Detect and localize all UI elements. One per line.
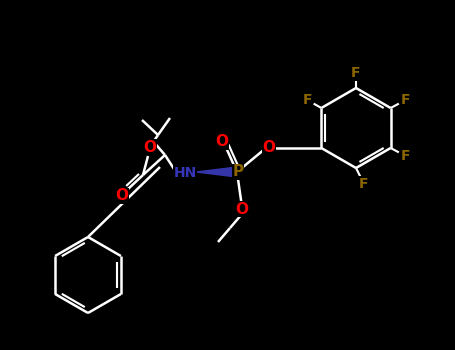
Text: O: O (143, 140, 157, 154)
Polygon shape (196, 167, 237, 177)
Text: F: F (351, 66, 361, 80)
Text: O: O (236, 202, 248, 217)
Text: F: F (401, 93, 410, 107)
Text: F: F (401, 149, 410, 163)
Text: O: O (216, 134, 228, 149)
Text: P: P (233, 164, 243, 180)
Text: O: O (263, 140, 275, 154)
Text: HN: HN (173, 166, 197, 180)
Text: F: F (303, 93, 312, 107)
Text: F: F (359, 177, 369, 191)
Text: O: O (116, 189, 128, 203)
